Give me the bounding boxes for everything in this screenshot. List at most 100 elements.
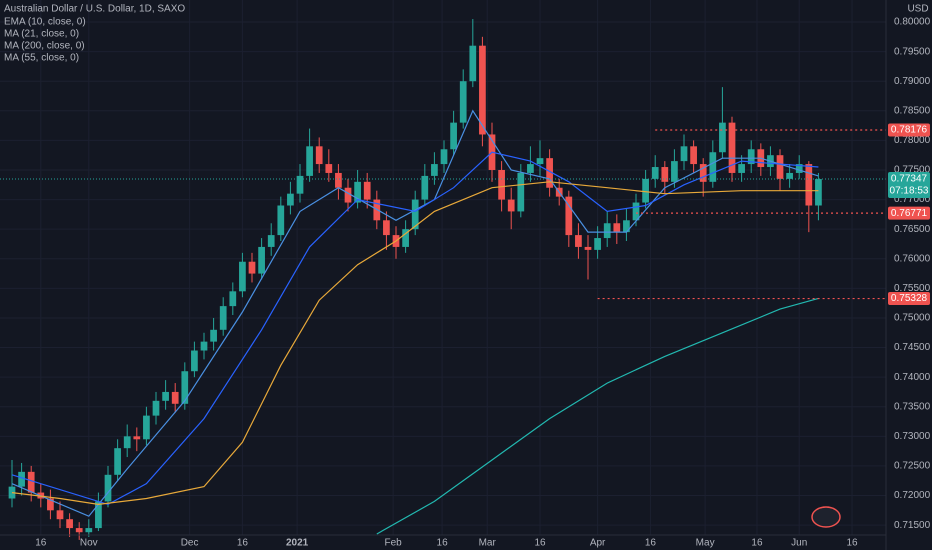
candle-body — [162, 391, 169, 401]
ma-line — [11, 109, 819, 517]
candle-body — [661, 167, 669, 182]
ma-line — [11, 181, 819, 506]
candle-body — [527, 164, 534, 173]
candle-body — [383, 220, 390, 236]
x-tick-label: 16 — [751, 538, 763, 549]
candle-body — [104, 474, 112, 502]
candle-body — [651, 167, 659, 179]
y-tick-label: 0.75500 — [894, 283, 931, 294]
y-tick-label: 0.71500 — [894, 520, 931, 531]
candle-body — [75, 528, 83, 533]
ma-line — [11, 151, 819, 506]
candle-body — [95, 501, 102, 529]
last-price-label: 0.77347 — [891, 174, 928, 185]
legend-entry: MA (21, close, 0) — [4, 29, 79, 40]
candle-body — [680, 146, 688, 162]
x-tick-label: 16 — [437, 538, 449, 549]
candle-body — [728, 122, 736, 173]
y-tick-label: 0.72500 — [894, 461, 931, 472]
y-tick-label: 0.79500 — [894, 46, 931, 57]
y-tick-label: 0.80000 — [894, 17, 931, 28]
candle-body — [248, 261, 256, 274]
plot — [0, 19, 886, 540]
candle-body — [56, 510, 64, 520]
level-label: 0.78176 — [891, 125, 928, 136]
candle-body — [719, 122, 726, 153]
candle-body — [747, 149, 755, 165]
x-tick-label: Feb — [385, 538, 403, 549]
countdown: 07:18:53 — [890, 186, 929, 197]
candle-body — [152, 400, 160, 416]
candle-body — [181, 371, 189, 404]
candle-body — [344, 187, 352, 203]
candle-body — [613, 223, 621, 233]
candle-body — [267, 235, 275, 247]
x-tick-label: Nov — [80, 538, 98, 549]
candle-body — [690, 146, 697, 165]
x-tick-label: 16 — [237, 538, 249, 549]
candle-body — [431, 164, 438, 176]
candle-body — [47, 498, 54, 511]
x-tick-label: Jun — [791, 538, 807, 549]
x-tick-label: 2021 — [286, 538, 309, 549]
candle-body — [8, 486, 16, 499]
candle-body — [325, 164, 333, 173]
x-tick-label: Apr — [590, 538, 606, 549]
candle-body — [402, 229, 409, 247]
ma-line — [376, 297, 819, 535]
candle-body — [642, 178, 649, 203]
candle-body — [805, 164, 813, 206]
last-price-box — [888, 172, 930, 199]
candle-body — [143, 415, 150, 440]
candle-body — [66, 519, 73, 529]
candle-body — [440, 149, 448, 165]
candle-body — [123, 436, 131, 449]
candle-body — [565, 196, 573, 236]
x-tick-label: Dec — [181, 538, 199, 549]
logo-shape — [811, 506, 841, 528]
x-tick-label: Mar — [479, 538, 497, 549]
logo — [811, 506, 841, 528]
candle-body — [584, 246, 592, 250]
level-label: 0.75328 — [891, 293, 928, 304]
x-tick-label: May — [696, 538, 715, 549]
candle-body — [603, 223, 611, 239]
candle-body — [709, 152, 717, 182]
candle-body — [171, 391, 179, 404]
candle-body — [210, 329, 217, 342]
legend-entry: MA (200, close, 0) — [4, 41, 85, 52]
y-tick-label: 0.73000 — [894, 431, 931, 442]
y-tick-label: 0.74000 — [894, 372, 931, 383]
y-tick-label: 0.78000 — [894, 135, 931, 146]
candle-body — [239, 261, 246, 292]
legend: Australian Dollar / U.S. Dollar, 1D, SAX… — [4, 4, 185, 64]
level-label: 0.76771 — [891, 208, 928, 219]
candle-body — [546, 158, 553, 188]
candle-body — [469, 45, 477, 82]
legend-entry: EMA (10, close, 0) — [4, 17, 86, 28]
candle-body — [459, 81, 467, 123]
level-label-box — [888, 206, 930, 220]
currency: USD — [907, 4, 928, 15]
legend-entry: MA (55, close, 0) — [4, 53, 79, 64]
candle-body — [699, 164, 707, 182]
y-tick-label: 0.79000 — [894, 76, 931, 87]
candle-body — [786, 172, 793, 179]
candle-body — [776, 155, 784, 179]
candle-body — [354, 181, 361, 203]
x-tick-label: 16 — [534, 538, 546, 549]
candle-body — [219, 306, 227, 330]
legend-title: Australian Dollar / U.S. Dollar, 1D, SAX… — [4, 4, 185, 15]
x-tick-label: 16 — [846, 538, 858, 549]
candle-body — [507, 199, 515, 212]
candle-body — [421, 175, 429, 200]
candle-body — [315, 146, 323, 165]
x-tick-label: 16 — [645, 538, 657, 549]
x-tick-label: 16 — [35, 538, 47, 549]
candle-body — [632, 202, 640, 221]
candle-body — [287, 193, 294, 206]
candle-body — [200, 341, 208, 351]
candle-body — [536, 158, 544, 165]
